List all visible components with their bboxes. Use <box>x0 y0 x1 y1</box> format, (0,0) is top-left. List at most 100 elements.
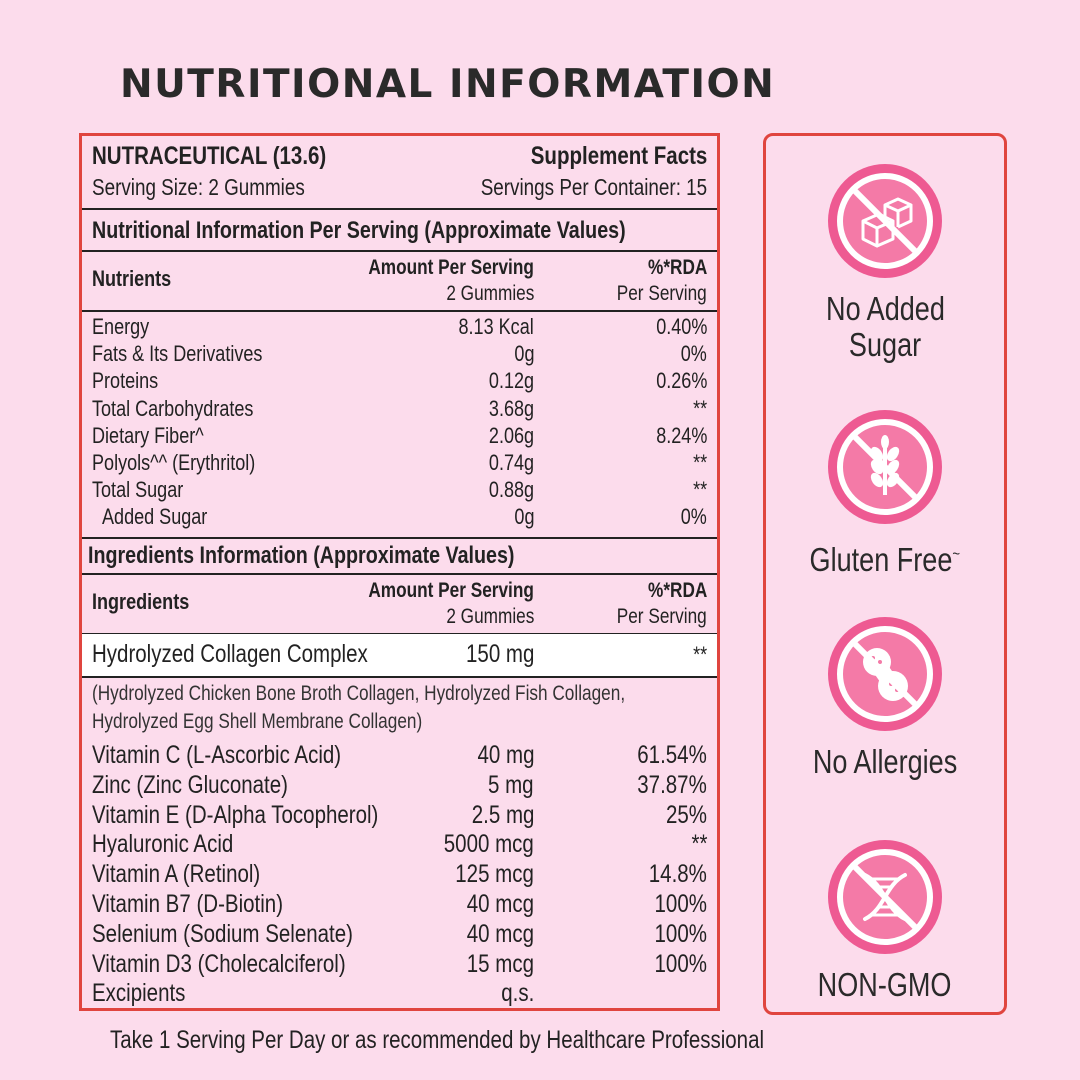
table-row: Proteins 0.12g 0.26% <box>82 368 717 394</box>
row-amount: 40 mcg <box>466 919 534 948</box>
row-rda: 100% <box>654 890 707 918</box>
badge-non-gmo: NON-GMO <box>766 839 1004 1003</box>
table-row: Fats & Its Derivatives 0g 0% <box>82 341 717 367</box>
table-row: Dietary Fiber^ 2.06g 8.24% <box>82 423 717 449</box>
ingredients-header: Ingredients <box>92 589 190 614</box>
row-rda: 25% <box>665 800 707 829</box>
table-row: Vitamin B7 (D-Biotin) 40 mcg 100% <box>82 891 717 917</box>
amount-header: Amount Per Serving <box>368 256 534 279</box>
row-amount: 0g <box>513 341 534 367</box>
no-sugar-cubes-icon <box>828 164 942 278</box>
no-wheat-icon <box>828 410 942 524</box>
row-name: Fats & Its Derivatives <box>92 341 263 367</box>
row-name: Vitamin D3 (Cholecalciferol) <box>92 949 346 978</box>
badge-label: Sugar <box>848 326 922 363</box>
row-rda: ** <box>692 395 707 421</box>
row-amount: 40 mg <box>477 741 534 769</box>
badge-footnote-mark: ~ <box>952 546 961 563</box>
row-rda: 100% <box>654 949 707 978</box>
collagen-amount: 150 mg <box>465 640 534 668</box>
row-rda: 0.26% <box>655 368 707 394</box>
table-row: Vitamin C (L-Ascorbic Acid) 40 mg 61.54% <box>82 742 717 768</box>
row-name: Selenium (Sodium Selenate) <box>92 919 353 948</box>
table-row: Vitamin A (Retinol) 125 mcg 14.8% <box>82 861 717 887</box>
row-name: Proteins <box>92 368 159 394</box>
row-amount: 3.68g <box>488 395 534 421</box>
row-rda: 8.24% <box>655 422 707 448</box>
row-name: Zinc (Zinc Gluconate) <box>92 770 288 799</box>
table-row: Total Carbohydrates 3.68g ** <box>82 396 717 422</box>
row-rda: 0.40% <box>655 314 707 339</box>
servings-per-container: Servings Per Container: 15 <box>480 174 707 200</box>
row-amount: 5 mg <box>488 770 534 799</box>
row-amount: 0.12g <box>488 368 534 394</box>
row-name: Energy <box>92 314 150 339</box>
badge-label: No Allergies <box>812 743 958 780</box>
table-row: Vitamin D3 (Cholecalciferol) 15 mcg 100% <box>82 951 717 977</box>
divider <box>82 676 717 678</box>
table-row: Excipients q.s. <box>82 980 717 1006</box>
row-rda: ** <box>692 450 707 475</box>
table-row: Zinc (Zinc Gluconate) 5 mg 37.87% <box>82 772 717 798</box>
row-name: Added Sugar <box>102 504 208 530</box>
row-amount: 125 mcg <box>455 860 534 889</box>
product-name: NUTRACEUTICAL (13.6) <box>92 142 327 170</box>
rda-header: %*RDA <box>647 579 707 602</box>
collagen-name: Hydrolyzed Collagen Complex <box>92 640 368 668</box>
table-row: Energy 8.13 Kcal 0.40% <box>82 314 717 340</box>
row-rda: ** <box>692 477 707 503</box>
row-name: Vitamin A (Retinol) <box>92 860 261 889</box>
badge-label: NON-GMO <box>818 966 952 1003</box>
collagen-note: Hydrolyzed Egg Shell Membrane Collagen) <box>92 710 423 733</box>
amount-header: Amount Per Serving <box>368 579 534 602</box>
amount-subheader: 2 Gummies <box>445 605 534 628</box>
row-amount: 0.88g <box>488 477 534 503</box>
row-amount: 8.13 Kcal <box>458 314 534 339</box>
rda-subheader: Per Serving <box>617 605 707 628</box>
row-name: Total Sugar <box>92 477 184 503</box>
rda-subheader: Per Serving <box>617 282 707 305</box>
badge-label: Gluten Free <box>809 541 953 578</box>
badge-no-allergies: No Allergies <box>766 616 1004 780</box>
row-rda: 100% <box>654 919 707 948</box>
serving-size: Serving Size: 2 Gummies <box>92 174 305 200</box>
supplement-facts-table: NUTRACEUTICAL (13.6) Supplement Facts Se… <box>79 133 720 1011</box>
table-row: Polyols^^ (Erythritol) 0.74g ** <box>82 450 717 476</box>
row-name: Vitamin C (L-Ascorbic Acid) <box>92 741 342 769</box>
table-row: Hyaluronic Acid 5000 mcg ** <box>82 831 717 857</box>
table-row: Selenium (Sodium Selenate) 40 mcg 100% <box>82 921 717 947</box>
row-amount: 15 mcg <box>466 949 534 978</box>
table-row: Added Sugar 0g 0% <box>82 504 717 530</box>
no-peanut-icon <box>828 617 942 731</box>
collagen-row: Hydrolyzed Collagen Complex 150 mg ** <box>82 634 717 676</box>
row-name: Excipients <box>92 979 186 1008</box>
badge-label: No Added <box>825 290 945 327</box>
row-rda: ** <box>691 830 707 859</box>
row-rda: 14.8% <box>648 860 707 889</box>
footer-note: Take 1 Serving Per Day or as recommended… <box>110 1026 765 1054</box>
row-amount: 2.5 mg <box>471 800 534 829</box>
row-amount: 2.06g <box>488 422 534 448</box>
collagen-rda: ** <box>692 642 707 667</box>
row-name: Vitamin E (D-Alpha Tocopherol) <box>92 800 379 829</box>
row-name: Total Carbohydrates <box>92 395 254 421</box>
row-rda: 0% <box>680 341 707 367</box>
table-row: Total Sugar 0.88g ** <box>82 477 717 503</box>
divider <box>82 208 717 210</box>
supplement-facts-label: Supplement Facts <box>530 142 707 170</box>
nutrition-section-title: Nutritional Information Per Serving (App… <box>92 217 626 244</box>
nutrients-header: Nutrients <box>92 266 172 291</box>
ingredients-section-title: Ingredients Information (Approximate Val… <box>88 542 515 569</box>
row-amount: 0.74g <box>488 450 534 475</box>
row-rda: 37.87% <box>637 770 707 799</box>
badge-gluten-free: Gluten Free~ <box>766 409 1004 578</box>
divider <box>82 310 717 312</box>
row-rda: 61.54% <box>637 741 707 769</box>
divider <box>82 537 717 539</box>
row-amount: 40 mcg <box>466 890 534 918</box>
page-title: NUTRITIONAL INFORMATION <box>120 62 776 107</box>
no-dna-icon <box>828 840 942 954</box>
row-name: Vitamin B7 (D-Biotin) <box>92 890 284 918</box>
row-amount: 5000 mcg <box>443 830 534 859</box>
row-amount: q.s. <box>500 979 534 1008</box>
